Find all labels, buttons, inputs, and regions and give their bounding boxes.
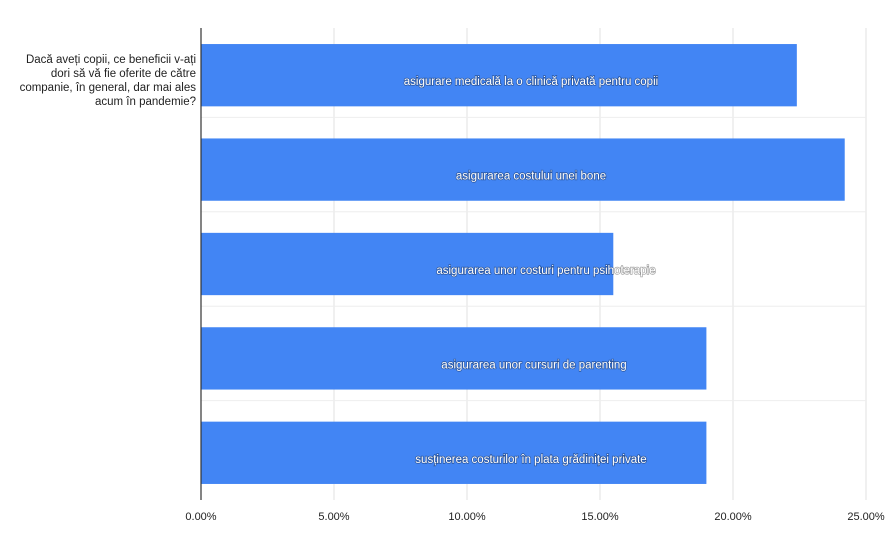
x-tick-label: 5.00% bbox=[318, 511, 349, 523]
x-tick-label: 10.00% bbox=[448, 511, 486, 523]
x-tick-label: 15.00% bbox=[581, 511, 619, 523]
bar-data-label: susținerea costurilor în plata grădinițe… bbox=[415, 454, 646, 466]
bar-data-label: asigurare medicală la o clinică privată … bbox=[404, 76, 658, 88]
bar bbox=[201, 44, 797, 107]
y-axis-title: Dacă aveți copii, ce beneficii v-ați dor… bbox=[19, 54, 196, 108]
x-tick-label: 0.00% bbox=[185, 511, 216, 523]
x-tick-label: 20.00% bbox=[714, 511, 752, 523]
bar-data-label: asigurarea costului unei bone bbox=[456, 171, 606, 183]
bar-data-label: asigurarea unor cursuri de parenting bbox=[441, 359, 626, 371]
bar bbox=[201, 232, 614, 296]
bar bbox=[201, 138, 845, 201]
bar bbox=[201, 327, 707, 390]
x-tick-label: 25.00% bbox=[847, 511, 885, 523]
bar bbox=[201, 421, 707, 484]
bar-data-label: asigurarea unor costuri pentru psihotera… bbox=[436, 265, 655, 277]
